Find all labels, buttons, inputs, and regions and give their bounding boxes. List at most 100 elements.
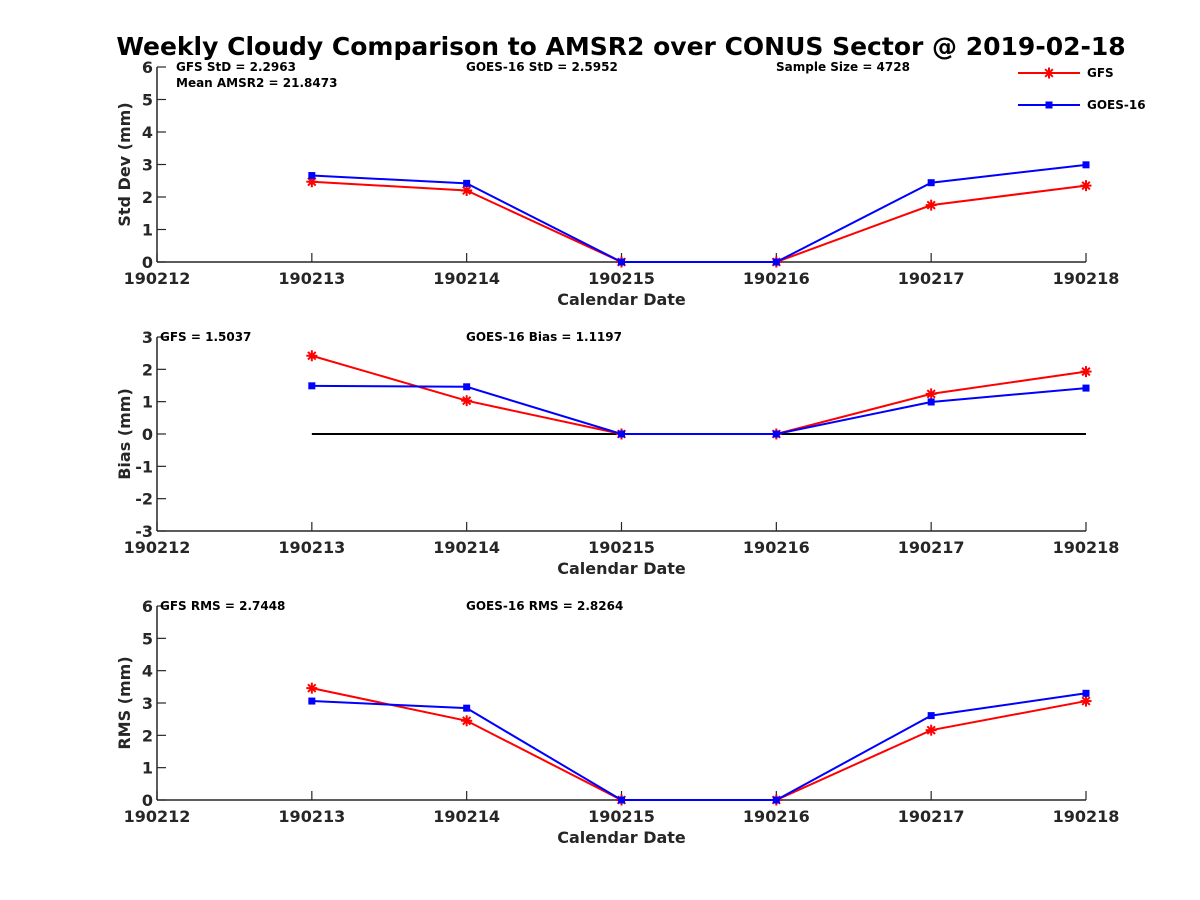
x-tick-label: 190214 (433, 538, 500, 557)
legend: GFS GOES-16 (1018, 66, 1146, 112)
y-tick-label: 5 (142, 629, 153, 648)
y-tick-label: 2 (142, 726, 153, 745)
legend-marker-gfs (1043, 67, 1055, 79)
gfs-point (925, 388, 937, 400)
x-tick-label: 190213 (278, 807, 345, 826)
goes16-point (308, 697, 316, 705)
stat-annotation: GFS StD = 2.2963 (176, 60, 296, 74)
stat-annotation: GFS RMS = 2.7448 (160, 599, 285, 613)
legend-label: GFS (1087, 66, 1114, 80)
gfs-point (1080, 180, 1092, 192)
y-tick-label: -2 (135, 490, 153, 509)
x-tick-label: 190216 (743, 538, 810, 557)
x-tick-label: 190212 (124, 269, 191, 288)
goes16-point (463, 179, 471, 187)
x-tick-label: 190217 (898, 269, 965, 288)
goes16-point (927, 179, 935, 187)
goes16-point (463, 704, 471, 712)
x-axis-label: Calendar Date (557, 828, 686, 847)
x-tick-label: 190212 (124, 807, 191, 826)
legend-label: GOES-16 (1087, 98, 1146, 112)
y-tick-label: 2 (142, 188, 153, 207)
y-tick-label: 2 (142, 360, 153, 379)
stat-annotation: GFS = 1.5037 (160, 330, 251, 344)
goes16-point (772, 258, 780, 266)
gfs-point (461, 715, 473, 727)
goes16-point (618, 796, 625, 804)
y-tick-label: 0 (142, 791, 153, 810)
y-tick-label: 3 (142, 156, 153, 175)
series-line-gfs (311, 687, 1087, 801)
x-tick-label: 190214 (433, 807, 500, 826)
stat-annotation: Mean AMSR2 = 21.8473 (176, 76, 337, 90)
gfs-point (925, 199, 937, 211)
series-line-goes-16 (311, 163, 1087, 263)
series-line-goes-16 (311, 692, 1087, 801)
panel-3: 0 1 2 3 4 5 6 190212 190213 190214 190215 190216 190… (115, 597, 1119, 847)
x-tick-label: 190214 (433, 269, 500, 288)
x-tick-label: 190218 (1053, 269, 1120, 288)
x-tick-label: 190217 (898, 807, 965, 826)
goes16-point (927, 398, 935, 406)
stat-annotation: GOES-16 RMS = 2.8264 (466, 599, 623, 613)
y-tick-label: 6 (142, 597, 153, 616)
y-tick-label: 4 (142, 662, 153, 681)
goes16-point (772, 430, 780, 438)
panel-2: -3 -2 -1 0 1 2 3 190212 190213 190214 190215 190216… (115, 328, 1119, 578)
x-tick-label: 190218 (1053, 538, 1120, 557)
y-axis-label: Std Dev (mm) (115, 102, 134, 226)
series-line-gfs (311, 180, 1087, 263)
chart-title: Weekly Cloudy Comparison to AMSR2 over C… (116, 32, 1125, 61)
gfs-point (925, 724, 937, 736)
stat-annotation: GOES-16 Bias = 1.1197 (466, 330, 622, 344)
x-tick-label: 190215 (588, 538, 655, 557)
y-tick-label: 3 (142, 328, 153, 347)
x-tick-label: 190216 (743, 269, 810, 288)
y-tick-label: 1 (142, 759, 153, 778)
y-tick-label: 4 (142, 123, 153, 142)
y-axis-label: RMS (mm) (115, 656, 134, 749)
x-tick-label: 190212 (124, 538, 191, 557)
goes16-point (618, 258, 625, 266)
panel-1: 0 1 2 3 4 5 6 190212 190213 190214 190215 190216 190… (115, 58, 1119, 309)
x-axis-label: Calendar Date (557, 559, 686, 578)
x-tick-label: 190217 (898, 538, 965, 557)
y-axis-label: Bias (mm) (115, 388, 134, 480)
y-tick-label: 6 (142, 58, 153, 77)
goes16-point (308, 172, 316, 180)
series-line-gfs (311, 354, 1087, 435)
legend-marker-goes16 (1045, 101, 1053, 109)
gfs-point (1080, 695, 1092, 707)
y-tick-label: 1 (142, 221, 153, 240)
goes16-point (308, 382, 316, 390)
y-tick-label: 1 (142, 393, 153, 412)
y-tick-label: -1 (135, 457, 153, 476)
goes16-point (1082, 384, 1090, 392)
x-tick-label: 190215 (588, 807, 655, 826)
gfs-point (1080, 366, 1092, 378)
goes16-point (618, 430, 625, 438)
x-tick-label: 190215 (588, 269, 655, 288)
goes16-point (1082, 161, 1090, 169)
gfs-point (306, 682, 318, 694)
goes16-point (463, 383, 471, 391)
gfs-point (461, 395, 473, 407)
goes16-point (772, 796, 780, 804)
y-tick-label: -3 (135, 522, 153, 541)
goes16-point (1082, 689, 1090, 697)
y-tick-label: 5 (142, 91, 153, 110)
y-tick-label: 0 (142, 253, 153, 272)
x-tick-label: 190213 (278, 538, 345, 557)
x-tick-label: 190213 (278, 269, 345, 288)
y-tick-label: 0 (142, 425, 153, 444)
x-tick-label: 190218 (1053, 807, 1120, 826)
series-line-goes-16 (311, 384, 1087, 435)
y-tick-label: 3 (142, 694, 153, 713)
gfs-point (306, 350, 318, 362)
goes16-point (927, 712, 935, 720)
stat-annotation: Sample Size = 4728 (776, 60, 910, 74)
x-tick-label: 190216 (743, 807, 810, 826)
x-axis-label: Calendar Date (557, 290, 686, 309)
